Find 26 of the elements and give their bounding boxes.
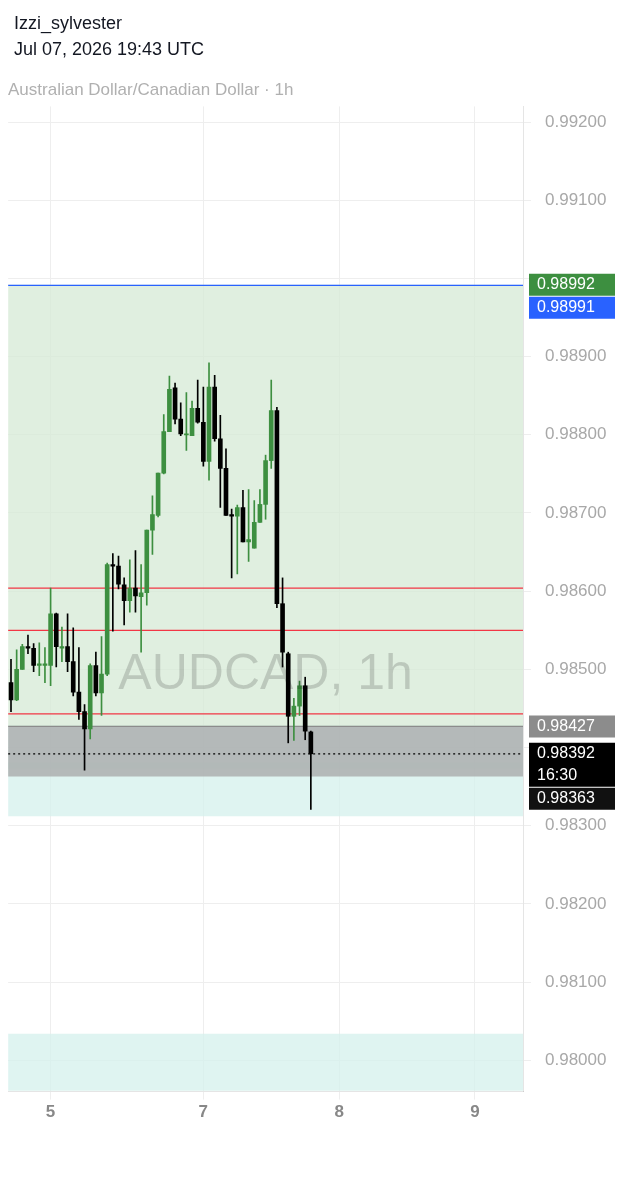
band-label: 0.98992 xyxy=(537,275,595,293)
candlestick xyxy=(234,504,240,575)
y-tick-label: 0.98000 xyxy=(545,1050,607,1070)
y-tick-label: 0.98500 xyxy=(545,659,607,679)
y-tick-label: 0.98800 xyxy=(545,424,607,444)
ref-line-label: 0.98392 16:30 xyxy=(537,744,595,784)
y-tick-label: 0.98700 xyxy=(545,502,607,522)
y-tick-label: 0.98100 xyxy=(545,971,607,991)
band-label: 0.98363 xyxy=(537,789,595,807)
chart-title: Australian Dollar/Canadian Dollar · 1h xyxy=(8,79,294,99)
x-tick-label: 7 xyxy=(198,1102,209,1122)
ref-line-label: 0.98991 xyxy=(537,298,595,316)
x-tick-label: 9 xyxy=(470,1102,480,1122)
text: Izzi_sylvester xyxy=(14,12,124,36)
ref-line-label: 0.98427 xyxy=(537,716,595,734)
candlestick xyxy=(59,626,65,662)
y-tick-label: 0.98200 xyxy=(545,893,607,913)
x-tick-label: 8 xyxy=(334,1102,344,1122)
candlestick xyxy=(127,559,133,613)
text: Jul 07, 2026 19:43 UTC xyxy=(14,38,206,61)
y-tick-label: 0.99100 xyxy=(545,189,607,209)
y-tick-label: 0.98300 xyxy=(545,815,607,835)
y-tick-label: 0.99200 xyxy=(545,111,607,131)
x-tick-label: 5 xyxy=(45,1102,56,1122)
y-tick-label: 0.98900 xyxy=(545,346,607,366)
y-tick-label: 0.98600 xyxy=(545,580,607,600)
